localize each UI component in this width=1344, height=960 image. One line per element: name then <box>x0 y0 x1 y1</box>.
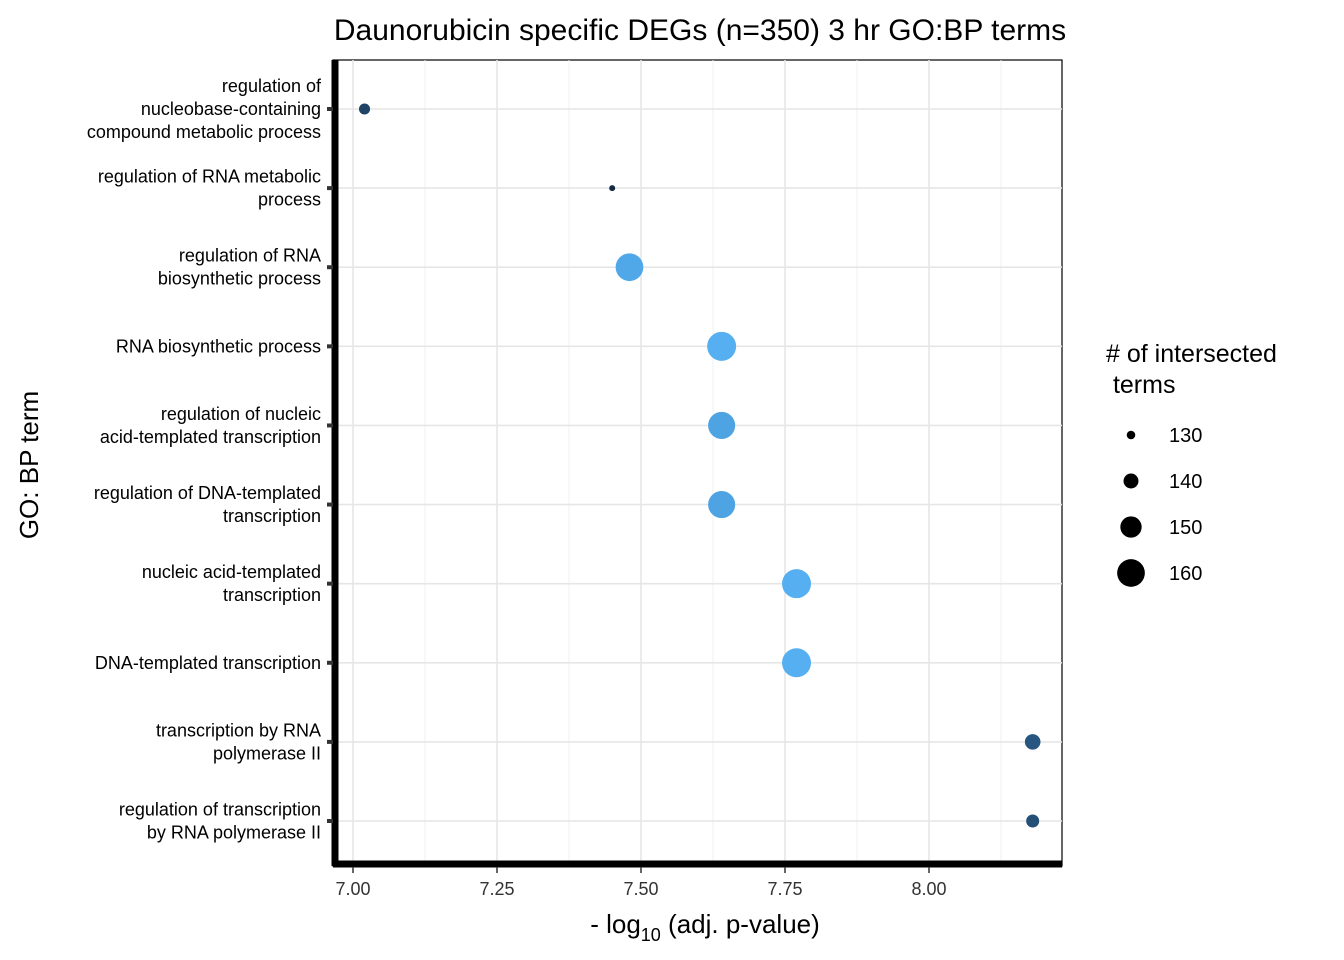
size-legend: # of intersected terms 130 140 150 160 <box>1106 340 1284 587</box>
y-tick-label: biosynthetic process <box>158 269 321 289</box>
legend-key-label: 130 <box>1169 425 1202 447</box>
chart-title: Daunorubicin specific DEGs (n=350) 3 hr … <box>334 14 1066 47</box>
y-tick-label: regulation of transcription <box>119 800 321 820</box>
y-tick-label: process <box>258 190 321 210</box>
data-point <box>782 569 812 599</box>
legend-key-circle <box>1126 430 1136 440</box>
data-point <box>1026 814 1040 828</box>
y-tick-label: transcription <box>223 585 321 605</box>
x-tick-label: 7.75 <box>767 879 802 899</box>
x-tick-label: 7.00 <box>335 879 370 899</box>
y-tick-label: transcription <box>223 506 321 526</box>
y-tick-label: regulation of <box>222 76 322 96</box>
y-tick-label: regulation of nucleic <box>161 404 321 424</box>
y-tick-label: nucleobase-containing <box>141 99 321 119</box>
grid-lines <box>333 60 1062 866</box>
y-tick-label: transcription by RNA <box>156 720 321 740</box>
data-point <box>707 331 737 361</box>
y-tick-label: DNA-templated transcription <box>95 653 321 673</box>
legend-key-label: 150 <box>1169 517 1202 539</box>
legend-keys: 130 140 150 160 <box>1117 425 1202 587</box>
legend-title: # of intersected terms <box>1106 340 1284 399</box>
y-tick-label: acid-templated transcription <box>100 427 321 447</box>
legend-key-label: 140 <box>1169 471 1202 493</box>
y-tick-label: polymerase II <box>213 743 321 763</box>
data-point <box>615 253 644 282</box>
x-tick-label: 7.25 <box>479 879 514 899</box>
y-axis-title: GO: BP term <box>14 391 44 539</box>
legend-key-circle <box>1117 559 1145 587</box>
y-tick-label: nucleic acid-templated <box>142 562 321 582</box>
plot-panel <box>332 59 1063 867</box>
y-tick-label: regulation of RNA metabolic <box>98 167 321 187</box>
x-axis-title: - log10 (adj. p-value) <box>590 909 820 945</box>
y-tick-label: RNA biosynthetic process <box>116 336 321 356</box>
y-axis-ticks: regulation of nucleobase-containing compou… <box>87 76 333 843</box>
data-point <box>708 411 736 439</box>
data-point <box>708 491 736 519</box>
legend-key-circle <box>1123 473 1139 489</box>
legend-key-label: 160 <box>1169 563 1202 585</box>
x-axis-ticks: 7.00 7.25 7.50 7.75 8.00 <box>335 867 947 899</box>
data-points <box>358 103 1041 828</box>
x-tick-label: 8.00 <box>911 879 946 899</box>
data-point <box>782 648 812 678</box>
y-tick-label: compound metabolic process <box>87 122 321 142</box>
y-tick-label: regulation of DNA-templated <box>94 483 321 503</box>
y-tick-label: by RNA polymerase II <box>147 823 321 843</box>
y-tick-label: regulation of RNA <box>179 246 321 266</box>
data-point <box>358 103 371 115</box>
data-point <box>1024 734 1041 750</box>
legend-key-circle <box>1120 516 1142 538</box>
data-point <box>609 185 616 192</box>
x-tick-label: 7.50 <box>623 879 658 899</box>
